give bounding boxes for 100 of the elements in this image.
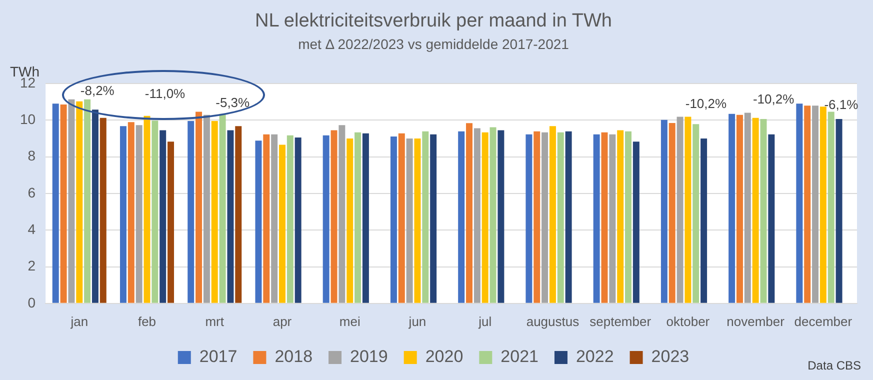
legend-label: 2022 <box>576 347 614 366</box>
bar <box>354 132 362 303</box>
bar <box>660 120 668 303</box>
bar <box>390 136 397 303</box>
bar <box>617 130 624 303</box>
bar <box>482 132 488 303</box>
bar <box>828 112 834 303</box>
bar <box>768 134 775 303</box>
bar <box>100 118 106 303</box>
bar <box>255 140 262 303</box>
bar <box>92 110 98 303</box>
bar <box>752 118 759 303</box>
annotation: -11,0% <box>144 86 186 102</box>
bar <box>728 114 736 303</box>
bar <box>414 138 421 303</box>
bar <box>168 142 174 303</box>
bar <box>60 104 67 303</box>
x-tick-label: oktober <box>666 314 710 329</box>
bar <box>498 130 504 303</box>
x-tick-label: jun <box>408 314 426 329</box>
bar <box>490 127 496 303</box>
annotation: -5,3% <box>216 94 250 110</box>
y-tick-label: 4 <box>28 220 36 237</box>
bar <box>526 134 532 303</box>
bar <box>609 134 616 303</box>
legend-label: 2023 <box>651 347 690 366</box>
x-tick-label: september <box>590 314 652 329</box>
bar <box>542 132 548 303</box>
bar <box>144 116 150 303</box>
bar <box>152 120 158 303</box>
legend-label: 2018 <box>274 347 313 366</box>
y-tick-label: 6 <box>28 184 36 200</box>
annotation: -10,2% <box>752 92 795 107</box>
text: Data CBS <box>808 358 861 372</box>
y-tick-label: 10 <box>20 111 36 128</box>
bar <box>219 114 226 303</box>
x-tick-label: feb <box>138 314 156 329</box>
bar <box>286 135 294 303</box>
bar <box>188 120 194 303</box>
bar <box>338 125 346 303</box>
bar <box>398 133 405 303</box>
x-tick-label: augustus <box>526 314 580 329</box>
bar <box>84 99 91 303</box>
bar <box>68 99 75 303</box>
legend-label: 2020 <box>425 347 464 366</box>
bar <box>692 124 700 303</box>
chart-title: NL elektriciteitsverbruik per maand in TWh <box>255 10 612 32</box>
bar <box>76 101 83 303</box>
bar <box>668 122 676 303</box>
annotation: -8,2% <box>80 82 115 98</box>
y-tick-label: 0 <box>28 294 36 310</box>
x-tick-label: december <box>794 314 853 329</box>
bar <box>52 104 59 303</box>
bar <box>136 125 142 303</box>
bar <box>565 131 572 303</box>
bar <box>203 114 210 303</box>
bar <box>601 132 608 303</box>
bar <box>120 126 126 303</box>
annotation: -6,1% <box>824 97 859 112</box>
bar <box>736 114 743 303</box>
bar <box>549 126 556 303</box>
x-tick-label: apr <box>272 314 292 329</box>
chart-subtitle: met Δ 2022/2023 vs gemiddelde 2017-2021 <box>298 36 570 52</box>
x-tick-label: november <box>726 314 786 329</box>
bar <box>466 123 472 303</box>
bar <box>796 104 803 303</box>
bar <box>128 122 134 303</box>
bar <box>812 106 819 303</box>
legend-label: 2021 <box>500 347 538 366</box>
legend-label: 2017 <box>199 347 238 366</box>
bar <box>820 106 826 303</box>
legend-label: 2019 <box>350 347 388 366</box>
bar <box>271 134 278 303</box>
bar <box>632 142 640 303</box>
bar <box>534 131 540 303</box>
bar <box>235 126 242 303</box>
x-tick-label: mrt <box>205 314 224 329</box>
bar <box>263 134 270 303</box>
bar <box>330 130 338 303</box>
bar <box>760 118 767 303</box>
bar <box>322 135 330 303</box>
bar <box>422 131 429 303</box>
bar <box>625 131 632 303</box>
bar <box>700 138 708 303</box>
bar <box>744 112 751 303</box>
bar <box>557 132 564 303</box>
bar <box>227 130 234 303</box>
bar <box>804 106 811 303</box>
bar <box>430 134 437 303</box>
x-tick-label: jul <box>478 314 492 329</box>
annotation: -10,2% <box>685 96 727 112</box>
bar <box>684 116 692 303</box>
bar <box>294 137 302 303</box>
bar <box>278 144 286 303</box>
y-tick-label: 2 <box>28 258 36 274</box>
y-tick-label: 8 <box>28 148 36 164</box>
bar <box>474 128 480 303</box>
bar <box>362 133 369 303</box>
bar <box>406 138 413 303</box>
bar <box>211 120 218 303</box>
